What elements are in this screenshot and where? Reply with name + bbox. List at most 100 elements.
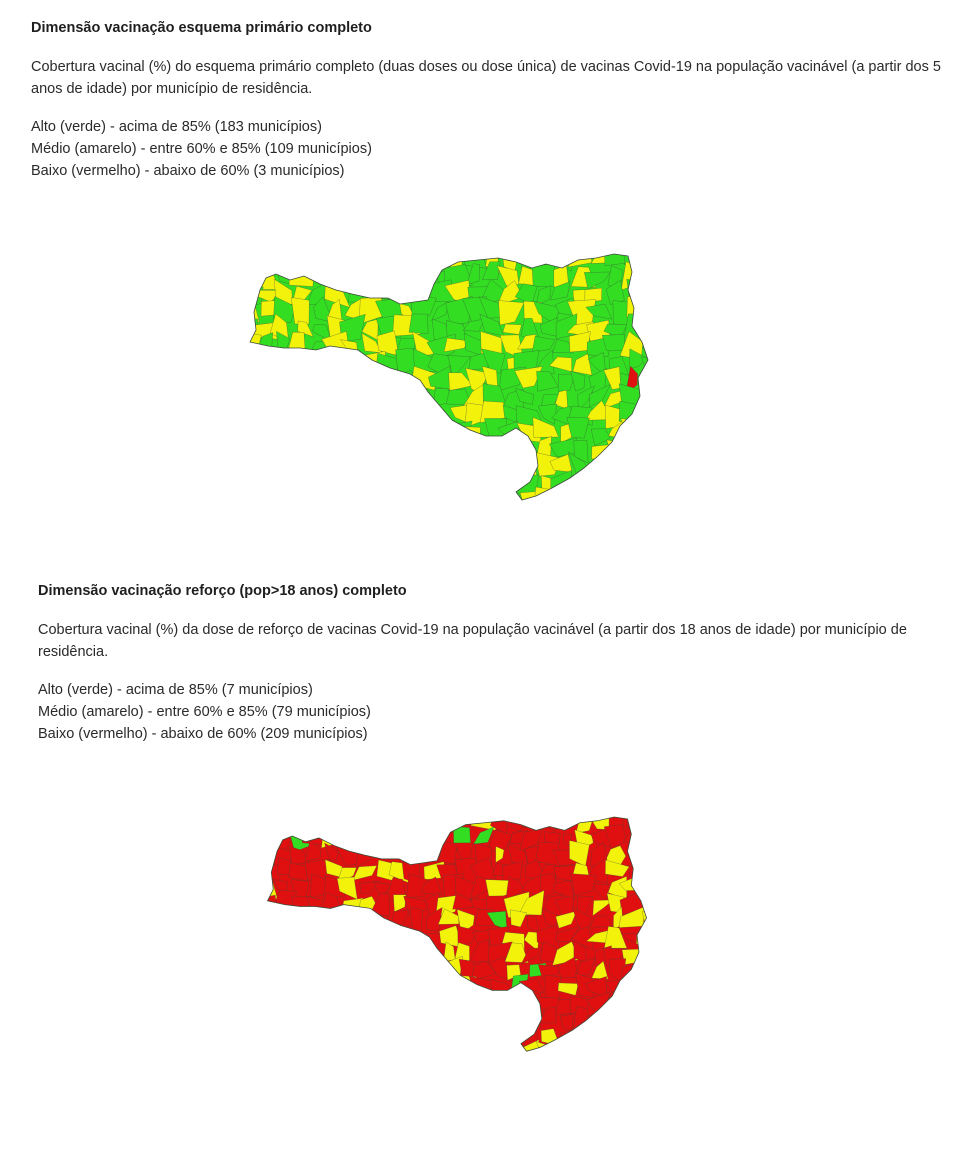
municipality-secondary [555, 910, 578, 929]
municipality-base [544, 974, 562, 999]
municipality-base [352, 999, 381, 1018]
municipality-base [500, 497, 525, 500]
municipality-base [320, 1025, 341, 1048]
municipality-base [357, 383, 383, 410]
municipality-base [450, 420, 473, 444]
municipality-base [305, 405, 333, 424]
municipality-base [622, 469, 647, 498]
municipality-secondary [601, 452, 631, 477]
municipality-base [343, 422, 362, 446]
municipality-base [392, 442, 414, 461]
municipality-base [507, 994, 529, 1011]
municipality-base [328, 385, 351, 409]
municipality-base [381, 439, 404, 457]
municipality-base [325, 439, 351, 463]
municipality-secondary [250, 366, 257, 387]
municipality-base [251, 370, 280, 395]
municipality-secondary [425, 979, 445, 993]
municipality-base [402, 1005, 422, 1029]
municipality-base [638, 437, 648, 463]
municipality-secondary [267, 910, 280, 930]
municipality-base [570, 370, 586, 392]
municipality-base [387, 1027, 414, 1051]
municipality-base [375, 945, 394, 965]
municipality-secondary [396, 261, 421, 291]
municipality-base [435, 1041, 463, 1052]
municipality-base [452, 476, 474, 499]
municipality-base [340, 356, 361, 378]
municipality-base [471, 1042, 497, 1052]
municipality-secondary [335, 928, 359, 948]
municipality-base [413, 418, 437, 447]
municipality-base [569, 486, 592, 500]
municipality-base [286, 401, 310, 429]
municipality-secondary [305, 356, 334, 371]
municipality-secondary [352, 1045, 379, 1052]
municipality-base [303, 372, 326, 386]
municipality-base [285, 995, 310, 1014]
municipality-base [309, 497, 325, 500]
section-title: Dimensão vacinação esquema primário comp… [31, 20, 372, 36]
municipality-base [607, 1040, 626, 1052]
municipality-base [626, 817, 644, 831]
municipality-secondary [532, 486, 557, 500]
santa-catarina-map-icon [258, 812, 658, 1062]
municipality-base [322, 817, 344, 836]
municipality-base [642, 332, 648, 350]
municipality-base [570, 873, 597, 897]
municipality-base [346, 470, 368, 498]
municipality-secondary [357, 833, 377, 852]
municipality-base [605, 279, 625, 305]
municipality-base [439, 997, 458, 1018]
municipality-base [470, 1008, 497, 1034]
municipality-base [405, 818, 427, 836]
municipality-secondary [353, 1014, 379, 1030]
municipality-base [587, 460, 613, 477]
municipality-base [520, 947, 543, 965]
municipality-accent [357, 367, 383, 391]
municipality-base [426, 420, 455, 445]
municipality-secondary [498, 300, 525, 326]
municipality-base [269, 817, 294, 831]
municipality-secondary [338, 265, 368, 290]
municipality-base [478, 470, 506, 494]
section-title: Dimensão vacinação reforço (pop>18 anos)… [38, 583, 407, 599]
municipality-base [519, 993, 543, 1015]
municipality-base [558, 373, 576, 392]
municipality-secondary [461, 426, 481, 445]
municipality-base [335, 989, 362, 1010]
municipality-accent [428, 254, 447, 265]
municipality-secondary [487, 487, 510, 500]
municipality-base [271, 1045, 292, 1052]
municipality-base [453, 1007, 474, 1034]
municipality-secondary [462, 459, 489, 475]
municipality-base [458, 1041, 479, 1052]
municipality-secondary [557, 982, 579, 996]
municipality-base [626, 1040, 641, 1052]
municipality-secondary [638, 944, 647, 963]
municipality-base [267, 925, 273, 943]
municipality-base [340, 824, 362, 852]
municipality-base [431, 452, 450, 478]
municipality-secondary [302, 972, 329, 999]
municipality-base [324, 842, 339, 862]
municipality-base [399, 453, 418, 481]
municipality-base [410, 827, 425, 850]
municipality-base [267, 894, 277, 918]
municipality-layer [267, 817, 647, 1052]
municipality-base [310, 254, 328, 267]
municipality-secondary [409, 435, 428, 463]
municipality-base [590, 428, 611, 447]
municipality-base [576, 957, 596, 978]
municipality-base [362, 491, 383, 500]
municipality-base [573, 439, 589, 464]
municipality-base [570, 926, 595, 951]
municipality-base [327, 454, 343, 482]
municipality-secondary [386, 1010, 406, 1033]
municipality-base [537, 403, 558, 425]
municipality-base [620, 1025, 645, 1041]
municipality-secondary [604, 474, 629, 495]
municipality-base [362, 469, 380, 495]
municipality-base [340, 390, 368, 407]
municipality-secondary [338, 907, 361, 929]
